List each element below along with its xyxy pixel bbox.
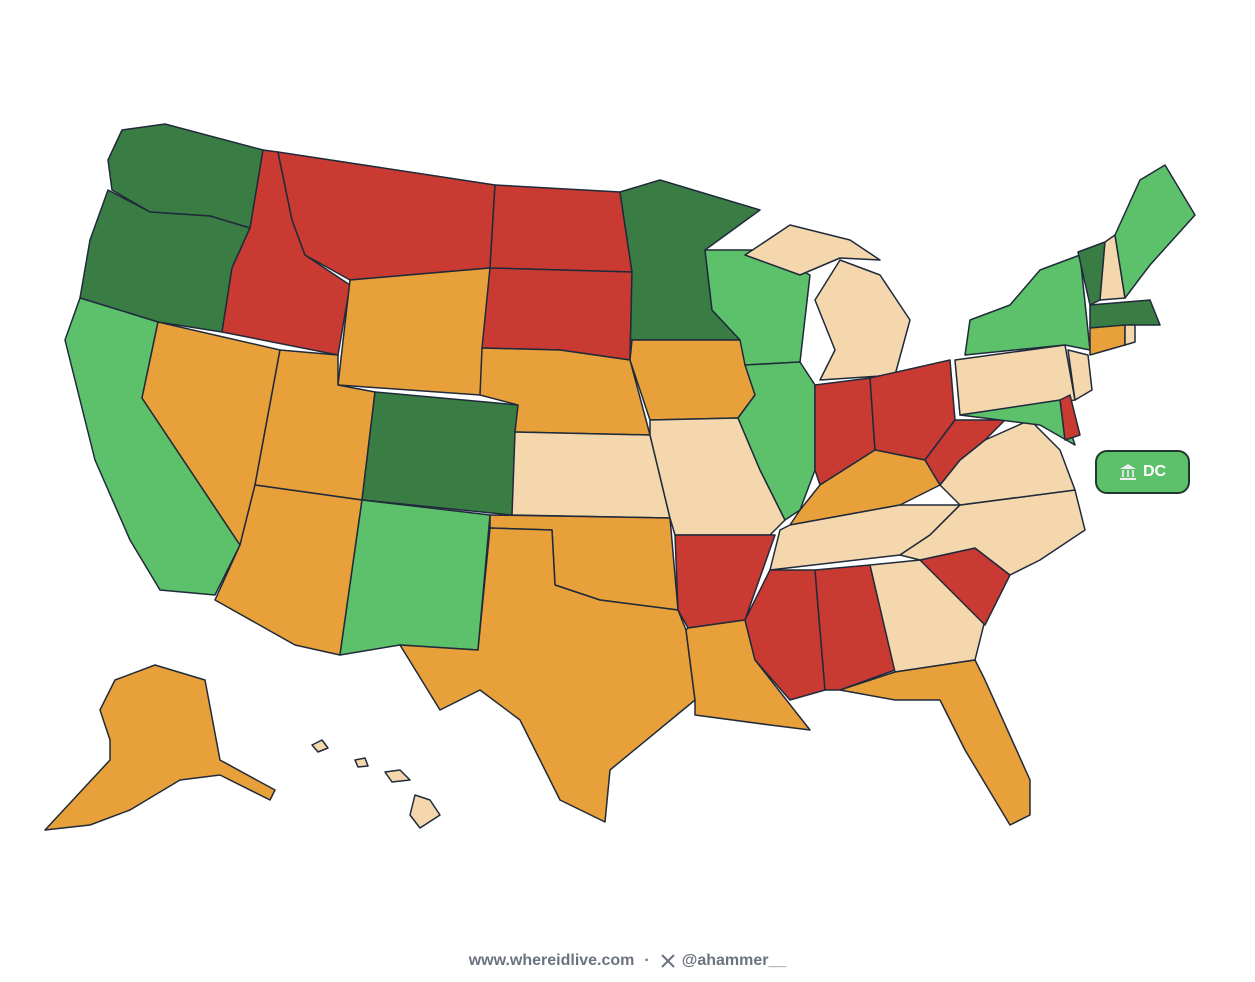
- state: [339, 499, 491, 656]
- state: [629, 339, 756, 421]
- state: [361, 391, 519, 516]
- state: [869, 559, 986, 673]
- handle: @ahammer__: [681, 952, 787, 969]
- state: [511, 431, 671, 519]
- state: [1114, 164, 1196, 299]
- state: [814, 564, 896, 691]
- state: [924, 419, 1006, 486]
- x-logo: [661, 954, 675, 968]
- state: [1067, 349, 1093, 401]
- state: [399, 527, 696, 823]
- dc-badge[interactable]: DC: [1095, 450, 1190, 494]
- state: [1089, 324, 1126, 356]
- state: [481, 267, 633, 361]
- us-map: [44, 123, 1196, 831]
- states: [44, 123, 1196, 831]
- state: [814, 259, 911, 381]
- state: [1124, 324, 1136, 346]
- state: [899, 489, 1086, 576]
- site-link[interactable]: www.whereidlive.com: [468, 952, 635, 969]
- state: [964, 254, 1091, 356]
- dc-label: DC: [1142, 463, 1167, 480]
- state: [1059, 394, 1081, 441]
- state: [311, 739, 329, 753]
- state: [337, 267, 491, 396]
- state: [1089, 299, 1161, 329]
- state: [959, 399, 1076, 446]
- state: [44, 664, 276, 831]
- state: [384, 769, 411, 783]
- building-icon: [1119, 464, 1136, 480]
- state: [354, 757, 369, 768]
- state: [489, 184, 633, 273]
- state: [839, 659, 1031, 826]
- handle-link[interactable]: @ahammer__: [660, 952, 787, 970]
- separator: ·: [644, 952, 650, 969]
- footer: www.whereidlive.com · @ahammer__: [0, 952, 1255, 970]
- state: [737, 361, 816, 521]
- state: [744, 224, 881, 276]
- state: [409, 794, 441, 829]
